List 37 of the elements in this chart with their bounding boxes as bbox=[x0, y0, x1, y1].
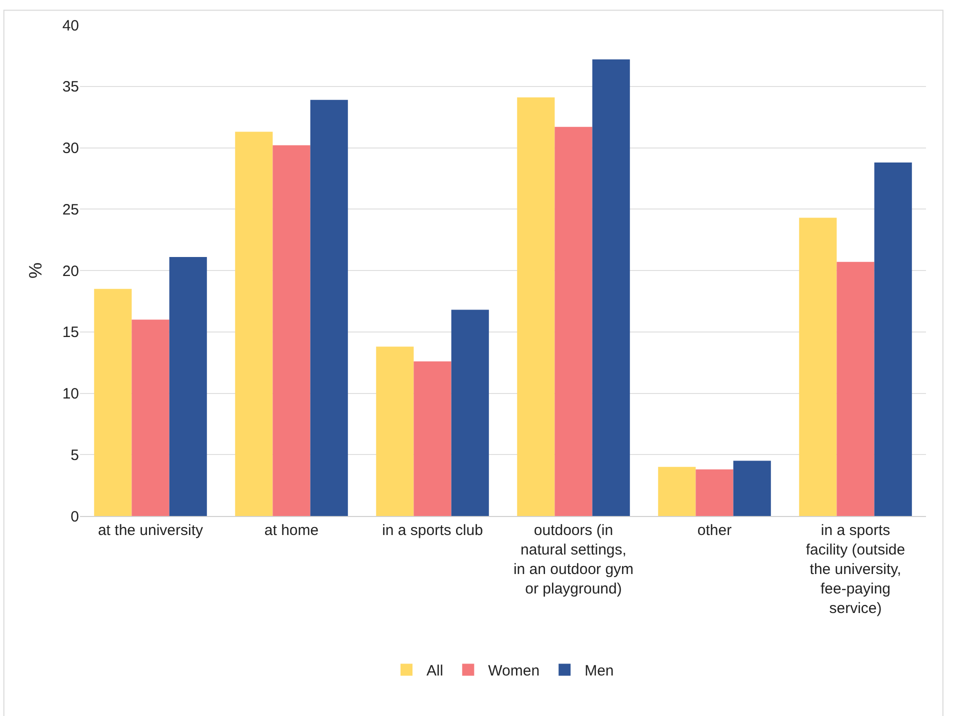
bar bbox=[696, 469, 734, 516]
y-tick-label: 5 bbox=[70, 446, 79, 464]
bar bbox=[733, 460, 771, 516]
y-tick-label: 25 bbox=[62, 201, 79, 218]
y-tick-label: 10 bbox=[62, 386, 79, 402]
legend-label: All bbox=[426, 662, 444, 680]
x-tick-label: outdoors (in natural settings, in an outdoor gym or playground) bbox=[513, 522, 634, 598]
bar bbox=[592, 59, 630, 516]
bar bbox=[658, 466, 696, 516]
y-tick-label: 40 bbox=[62, 17, 79, 34]
y-tick-label: 20 bbox=[62, 262, 79, 280]
bar bbox=[169, 257, 207, 516]
bar bbox=[94, 288, 132, 516]
x-tick-label: at the university bbox=[98, 522, 204, 539]
y-tick-label: 15 bbox=[62, 324, 79, 342]
bar bbox=[451, 310, 489, 516]
bar bbox=[272, 145, 310, 516]
bar bbox=[836, 262, 874, 516]
legend-label: Men bbox=[584, 662, 614, 680]
bar bbox=[554, 126, 592, 516]
bar bbox=[874, 162, 912, 516]
y-axis-title: % bbox=[26, 262, 46, 279]
bar bbox=[517, 97, 555, 516]
x-tick-label: other bbox=[697, 522, 732, 539]
legend-label: Women bbox=[488, 662, 540, 680]
x-tick-label: at home bbox=[264, 522, 319, 539]
bar bbox=[799, 218, 837, 516]
bar bbox=[376, 346, 414, 516]
bar bbox=[414, 361, 452, 516]
y-tick-label: 0 bbox=[70, 508, 79, 526]
y-tick-label: 35 bbox=[62, 78, 79, 96]
bar bbox=[310, 100, 348, 516]
y-tick-label: 30 bbox=[62, 140, 79, 157]
bar bbox=[235, 132, 273, 516]
x-tick-label: in a sports facility (outside the university, fee-paying service) bbox=[806, 522, 906, 617]
x-tick-label: in a sports club bbox=[382, 522, 483, 539]
bar bbox=[132, 320, 170, 516]
